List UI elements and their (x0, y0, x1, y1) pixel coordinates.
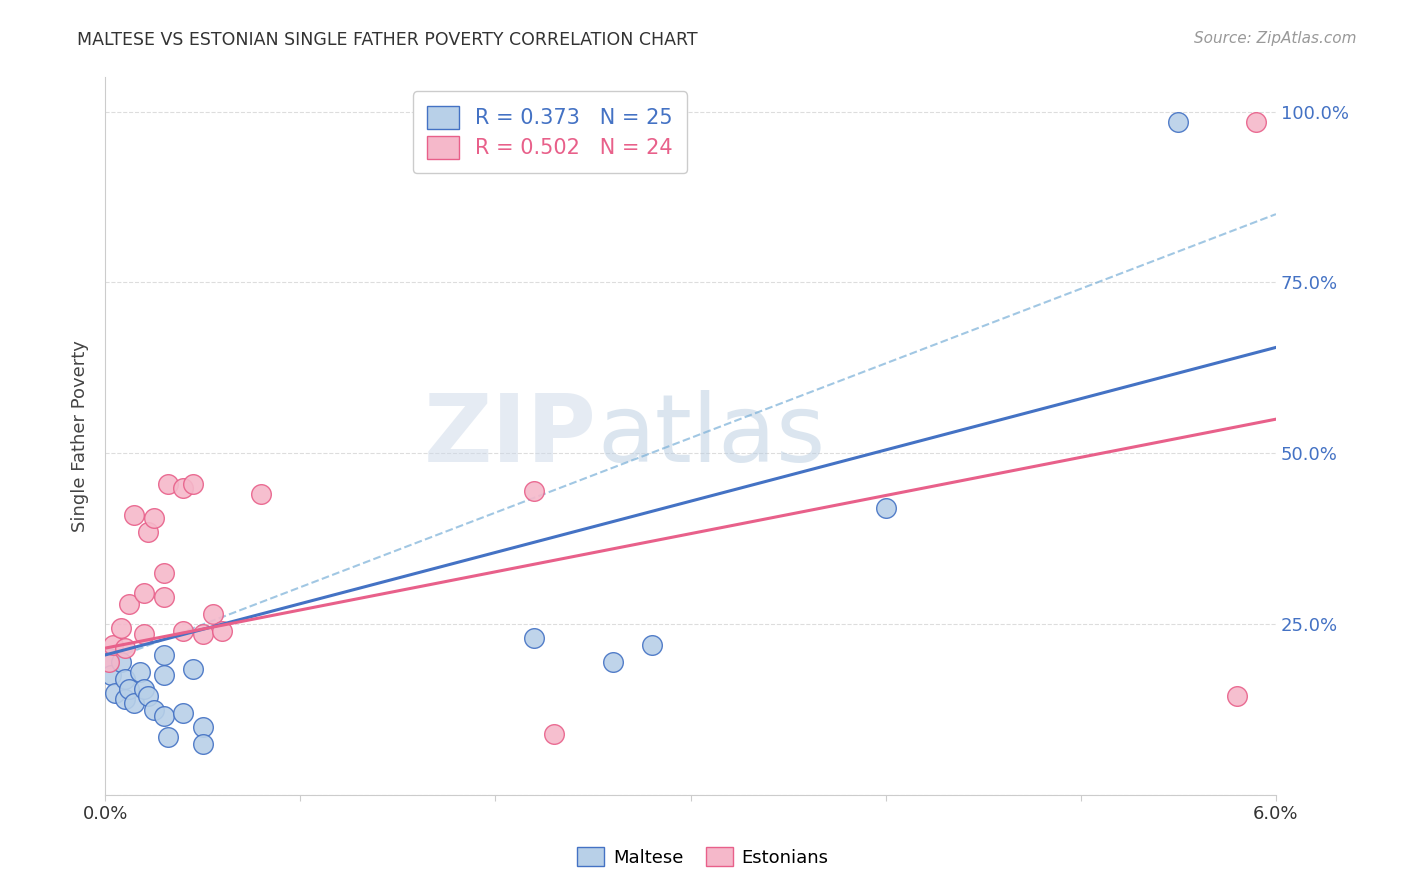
Point (523, 483, 546, 498)
Legend: R = 0.373   N = 25, R = 0.502   N = 24: R = 0.373 N = 25, R = 0.502 N = 24 (413, 92, 688, 173)
Point (152, 648, 174, 662)
Point (172, 706, 194, 720)
Point (124, 508, 146, 522)
Point (543, 726, 565, 740)
Text: MALTESE VS ESTONIAN SINGLE FATHER POVERTY CORRELATION CHART: MALTESE VS ESTONIAN SINGLE FATHER POVERT… (77, 31, 697, 49)
Text: Source: ZipAtlas.com: Source: ZipAtlas.com (1194, 31, 1357, 46)
Point (110, 621, 132, 635)
Point (201, 607, 224, 621)
Point (523, 631, 546, 645)
Point (191, 627, 214, 641)
Point (152, 590, 174, 604)
Point (114, 692, 136, 706)
Point (117, 597, 139, 611)
Legend: Maltese, Estonians: Maltese, Estonians (571, 840, 835, 874)
Point (156, 730, 179, 744)
Point (117, 682, 139, 697)
Point (152, 709, 174, 723)
Point (104, 685, 127, 699)
Point (172, 624, 194, 638)
Point (114, 641, 136, 656)
Point (1226, 689, 1249, 703)
Point (134, 682, 156, 697)
Point (114, 672, 136, 686)
Point (1246, 115, 1268, 129)
Point (875, 501, 897, 516)
Point (101, 638, 124, 652)
Point (191, 737, 214, 751)
Point (129, 665, 152, 679)
Y-axis label: Single Father Poverty: Single Father Poverty (72, 341, 89, 533)
Point (143, 511, 166, 525)
Point (172, 481, 194, 495)
Point (640, 638, 662, 652)
Point (136, 524, 159, 539)
Point (100, 668, 122, 682)
Point (156, 477, 179, 491)
Point (124, 696, 146, 710)
Point (250, 487, 273, 501)
Point (152, 566, 174, 580)
Point (191, 720, 214, 734)
Point (98, 655, 121, 669)
Text: ZIP: ZIP (425, 391, 598, 483)
Point (136, 689, 159, 703)
Text: atlas: atlas (598, 391, 825, 483)
Point (152, 668, 174, 682)
Point (143, 703, 166, 717)
Point (98, 651, 121, 665)
Point (110, 655, 132, 669)
Point (211, 624, 233, 638)
Point (1167, 115, 1189, 129)
Point (181, 662, 204, 676)
Point (134, 586, 156, 600)
Point (181, 477, 204, 491)
Point (134, 627, 156, 641)
Point (602, 655, 624, 669)
